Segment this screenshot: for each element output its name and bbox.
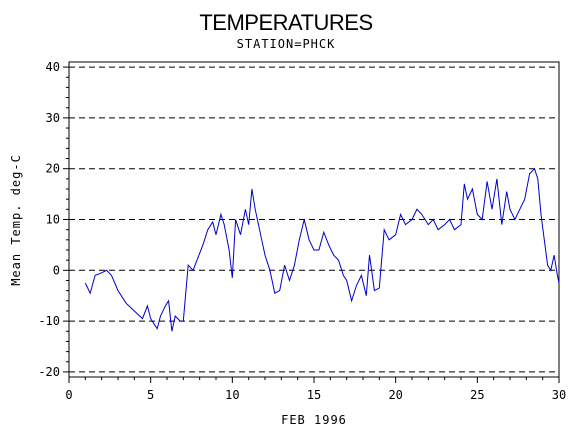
x-tick-label: 5 (147, 388, 154, 402)
x-axis-label: FEB 1996 (281, 413, 347, 427)
x-tick-label: 25 (470, 388, 484, 402)
chart-title: TEMPERATURES (199, 10, 372, 35)
y-axis-label: Mean Temp. deg-C (9, 154, 23, 286)
y-tick-label: 0 (53, 263, 60, 277)
chart-subtitle: STATION=PHCK (237, 37, 336, 51)
x-tick-label: 15 (307, 388, 321, 402)
x-tick-label: 0 (65, 388, 72, 402)
y-tick-label: 40 (46, 60, 60, 74)
x-tick-label: 30 (552, 388, 566, 402)
x-tick-label: 10 (225, 388, 239, 402)
y-tick-label: 20 (46, 162, 60, 176)
y-tick-label: -10 (38, 314, 60, 328)
series-line-mean-temp (84, 167, 560, 332)
x-tick-label: 20 (388, 388, 402, 402)
plot-frame (68, 61, 560, 378)
x-axis-ticks: 0 5 10 15 20 25 30 (65, 377, 566, 402)
gridlines (69, 66, 559, 373)
y-tick-label: -20 (38, 365, 60, 379)
y-tick-label: 10 (46, 213, 60, 227)
y-tick-label: 30 (46, 111, 60, 125)
y-axis-ticks: -20 -10 0 10 20 30 40 (38, 60, 69, 379)
